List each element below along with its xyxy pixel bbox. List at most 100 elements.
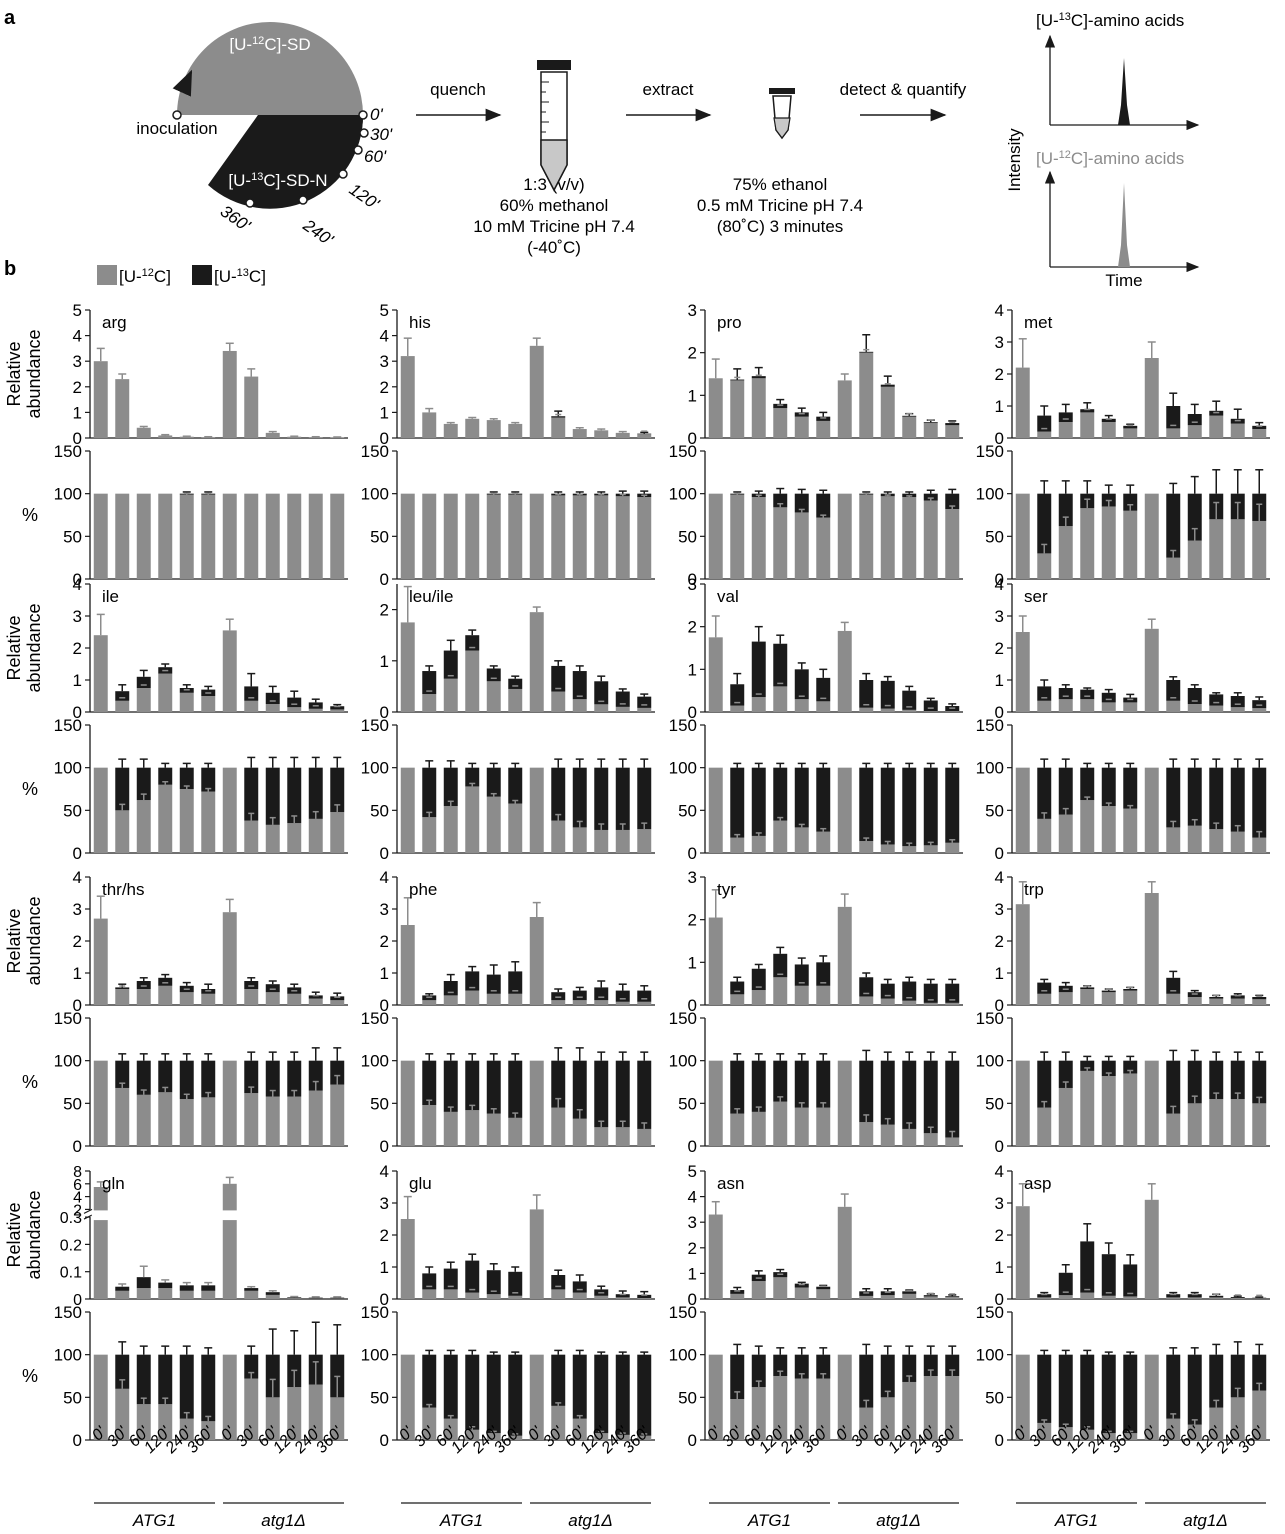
bar-12c <box>1166 1297 1181 1299</box>
y-tick-label: 1 <box>995 1258 1004 1277</box>
pct-bar-13c <box>594 767 609 830</box>
y-tick-label: 4 <box>995 868 1004 887</box>
pct-bar-12c <box>1144 1354 1159 1440</box>
timepoint-marker <box>338 169 348 179</box>
bar-13c <box>773 403 788 409</box>
y-tick-label: 3 <box>995 333 1004 352</box>
pct-bar-13c <box>486 1354 501 1434</box>
bar-12c <box>179 1290 194 1299</box>
bar-12c <box>422 1000 437 1005</box>
y-tick-label: 4 <box>380 327 389 346</box>
pct-bar-13c <box>1252 1060 1267 1104</box>
bar-13c <box>158 977 173 986</box>
pct-bar-13c <box>486 1060 501 1114</box>
bar-13c <box>265 692 280 704</box>
pct-bar-13c <box>136 767 151 801</box>
bar-12c <box>529 345 544 438</box>
bar-12c <box>1037 700 1052 712</box>
bar-12c <box>244 376 259 438</box>
bar-12c <box>1058 699 1073 712</box>
bar-13c <box>1209 1295 1224 1298</box>
y-tick-label: 100 <box>976 485 1004 504</box>
bar-13c <box>923 983 938 1003</box>
pct-bar-12c <box>465 1110 480 1146</box>
pct-bar-12c <box>400 767 415 853</box>
group-label: ATG1 <box>439 1511 483 1530</box>
timepoint-marker <box>358 110 368 120</box>
pct-bar-12c <box>465 493 480 579</box>
bar-12c <box>923 711 938 712</box>
pct-bar-13c <box>1230 767 1245 832</box>
y-tick-label: 8 <box>73 1164 82 1181</box>
bar-12c <box>136 688 151 712</box>
bar-13c <box>794 412 809 417</box>
bar-13c <box>1166 1294 1181 1298</box>
bar-13c <box>751 968 766 991</box>
pct-bar-12c <box>1080 800 1095 853</box>
pct-bar-12c <box>201 1421 216 1440</box>
bar-12c <box>1209 1297 1224 1299</box>
y-tick-label: 100 <box>54 485 82 504</box>
pct-bar-12c <box>422 817 437 853</box>
timepoint-label: 30' <box>370 125 393 144</box>
pct-bar-12c <box>287 1387 302 1440</box>
pct-bar-13c <box>1187 1060 1202 1104</box>
y-tick-label: 1 <box>380 403 389 422</box>
pct-bar-13c <box>486 767 501 797</box>
pct-bar-12c <box>486 494 501 579</box>
bar-12c <box>1080 1292 1095 1299</box>
bar-13c <box>572 990 587 1001</box>
bar-12c <box>859 707 874 712</box>
pct-bar-12c <box>1015 1354 1030 1440</box>
pct-bar-12c <box>400 1060 415 1146</box>
pct-bar-12c <box>751 497 766 579</box>
bar-12c <box>923 1296 938 1299</box>
y-tick-label: 150 <box>361 1303 389 1322</box>
chromatogram: [U-13C]-amino acids [U-12C]-amino acids … <box>1005 11 1200 290</box>
bar-13c <box>1037 1294 1052 1298</box>
pct-bar-13c <box>751 1354 766 1388</box>
pct-bar-12c <box>1252 1390 1267 1440</box>
pct-bar-12c <box>1166 827 1181 853</box>
y-tick-label: 50 <box>985 527 1004 546</box>
bar-12c <box>837 906 852 1005</box>
peak-12c <box>1118 183 1130 267</box>
bar-13c <box>1252 1297 1267 1299</box>
y-tick-label: 50 <box>63 1388 82 1407</box>
bar-12c <box>1187 425 1202 438</box>
pct-bar-12c <box>551 1107 566 1146</box>
pct-bar-12c <box>730 837 745 853</box>
ylabel-relative: Relative <box>4 1202 24 1267</box>
y-tick-label: 50 <box>370 1094 389 1113</box>
y-tick-label: 0 <box>380 1431 389 1450</box>
pct-bar-12c <box>1144 767 1159 853</box>
inoculation-point <box>172 110 182 120</box>
ylabel-percent: % <box>22 505 38 525</box>
y-tick-label: 50 <box>678 1388 697 1407</box>
group-label: atg1Δ <box>1183 1511 1228 1530</box>
pct-bar-12c <box>1187 1103 1202 1146</box>
bar-12c <box>880 386 895 438</box>
y-tick-label: 0 <box>995 703 1004 722</box>
bar-13c <box>443 1268 458 1290</box>
bar-12c <box>773 977 788 1005</box>
pct-bar-12c <box>422 493 437 579</box>
pct-bar-12c <box>816 1107 831 1146</box>
y-tick-label: 2 <box>688 618 697 637</box>
y-tick-label: 1 <box>73 964 82 983</box>
bar-12c <box>923 1002 938 1005</box>
y-tick-label: 6 <box>73 1177 82 1194</box>
bar-12c <box>615 706 630 712</box>
pct-bar-12c <box>751 1387 766 1440</box>
pct-bar-13c <box>902 1354 917 1382</box>
y-tick-label: 2 <box>73 1202 82 1219</box>
pct-bar-12c <box>572 1118 587 1146</box>
pct-bar-12c <box>308 818 323 853</box>
bar-12c <box>551 417 566 438</box>
timepoint-label: 120' <box>346 180 383 214</box>
bar-13c <box>1123 425 1138 429</box>
legend-swatch-12c <box>97 265 117 285</box>
y-tick-label: 0.3 <box>60 1210 82 1227</box>
pct-bar-12c <box>794 512 809 579</box>
y-tick-label: 0 <box>380 996 389 1015</box>
